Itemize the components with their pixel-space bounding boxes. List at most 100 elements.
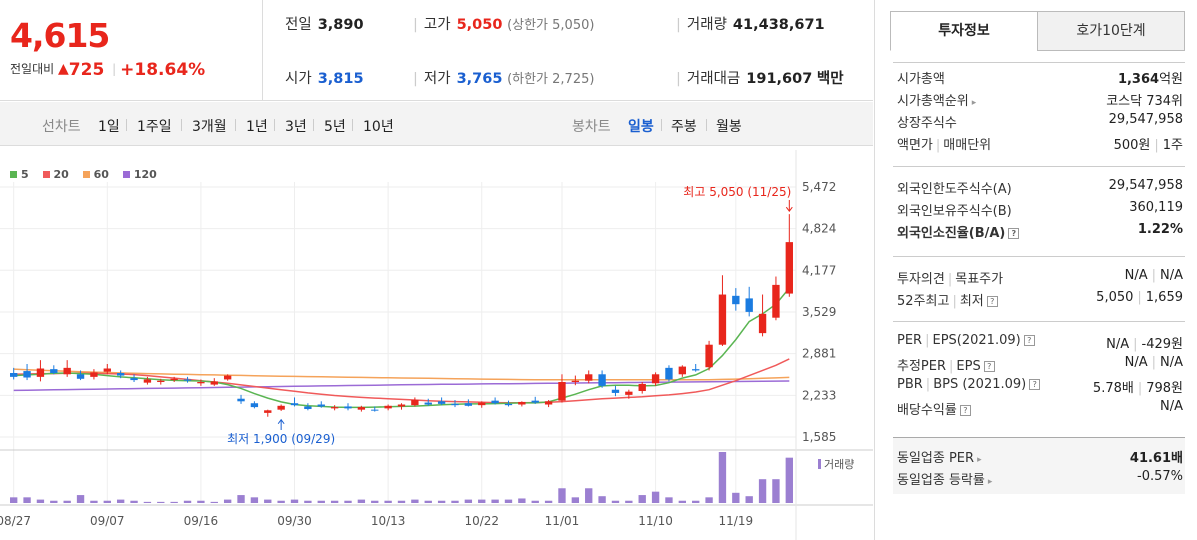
volume-bar — [277, 500, 285, 503]
volume-stat: | 거래량 41,438,671 — [676, 17, 825, 33]
help-icon[interactable]: ? — [983, 361, 995, 372]
candle-body — [758, 313, 767, 334]
candle-body — [23, 371, 31, 378]
turnover-value: 191,607 — [746, 71, 813, 87]
tab-order-book[interactable]: 호가10단계 — [1037, 11, 1185, 51]
candle-daily-button[interactable]: 일봉 — [628, 119, 654, 135]
candle-body — [197, 382, 205, 384]
market-cap-rank-row[interactable]: 시가총액순위 ▸ 코스닥 734위 — [897, 94, 1183, 109]
help-icon[interactable]: ? — [1008, 228, 1020, 239]
candle-body — [10, 373, 18, 377]
candle-body — [772, 284, 780, 318]
candle-body — [330, 407, 339, 409]
volume-bar — [317, 500, 325, 503]
upper-limit-note: (상한가 5,050) — [507, 18, 595, 33]
volume-bar — [10, 497, 18, 503]
min-annotation: 최저 1,900 (09/29) — [227, 432, 335, 446]
up-arrow-icon: ▲ — [58, 61, 69, 77]
candle-body — [531, 400, 539, 403]
market-cap-section: 시가총액 1,364억원 시가총액순위 ▸ 코스닥 734위 상장주식수 29,5… — [893, 62, 1185, 154]
change-value: 725 — [68, 60, 105, 80]
candle-body — [625, 391, 633, 395]
volume-bar — [197, 500, 205, 503]
volume-bar — [772, 479, 780, 503]
volume-bar — [330, 500, 339, 503]
shares-row: 상장주식수 29,547,958 — [897, 112, 1183, 131]
candle-body — [250, 403, 259, 408]
x-tick-label: 11/19 — [719, 514, 754, 528]
prev-close-label: 전일 — [285, 17, 312, 33]
dividend-row: 배당수익률? N/A — [897, 399, 1183, 418]
open-stat: 시가 3,815 — [285, 67, 364, 88]
period-3y-button[interactable]: 3년 — [285, 119, 307, 135]
help-icon[interactable]: ? — [959, 405, 971, 416]
volume-bar — [411, 499, 419, 503]
y-tick-label: 1,585 — [802, 430, 836, 444]
volume-bar — [518, 498, 526, 503]
volume-label: 거래량 — [686, 17, 727, 33]
candle-body — [237, 398, 245, 402]
tab-invest-info[interactable]: 투자정보 — [890, 11, 1038, 51]
sector-per-row[interactable]: 동일업종 PER ▸ 41.61배 — [897, 451, 1183, 466]
candle-body — [130, 378, 138, 381]
change-row: 전일대비 ▲725 | +18.64% — [10, 60, 205, 80]
high-value: 5,050 — [456, 17, 503, 33]
candle-body — [170, 378, 178, 381]
valuation-section: PER | EPS(2021.09)? N/A | -429원 추정PER | EPS? N… — [893, 321, 1185, 419]
max-arrowhead-icon — [785, 206, 793, 212]
volume-bar — [36, 499, 45, 503]
candle-body — [411, 400, 419, 406]
turnover-label: 거래대금 — [686, 71, 741, 87]
volume-bar — [504, 499, 513, 503]
candle-monthly-button[interactable]: 월봉 — [716, 119, 742, 135]
period-5y-button[interactable]: 5년 — [324, 119, 346, 135]
volume-bar — [290, 499, 299, 503]
turnover-unit: 백만 — [816, 71, 844, 87]
foreign-hold-row: 외국인보유주식수(B) 360,119 — [897, 200, 1183, 219]
period-10y-button[interactable]: 10년 — [363, 119, 394, 135]
par-unit-row: 액면가 | 매매단위 500원 | 1주 — [897, 138, 1183, 153]
ma5-line — [13, 287, 790, 409]
prev-close-stat: 전일 3,890 — [285, 13, 364, 34]
volume-bar — [478, 499, 486, 503]
x-tick-label: 11/01 — [545, 514, 580, 528]
y-tick-label: 2,881 — [802, 347, 836, 361]
x-tick-label: 10/13 — [371, 514, 406, 528]
period-1y-button[interactable]: 1년 — [246, 119, 268, 135]
volume-bar — [745, 496, 753, 503]
turnover-stat: | 거래대금 191,607 백만 — [676, 71, 844, 87]
sector-change-row[interactable]: 동일업종 등락률 ▸ -0.57% — [897, 469, 1183, 488]
candle-weekly-button[interactable]: 주봉 — [671, 119, 697, 135]
ma120-line — [13, 380, 790, 392]
help-icon[interactable]: ? — [1029, 379, 1041, 390]
candle-body — [371, 409, 379, 411]
candle-body — [491, 400, 499, 404]
volume-bar — [304, 500, 312, 503]
candle-body — [90, 372, 98, 377]
candle-body — [651, 374, 660, 384]
current-price: 4,615 — [10, 16, 110, 55]
candle-chart-label: 봉차트 — [572, 119, 611, 135]
help-icon[interactable]: ? — [1023, 335, 1035, 346]
x-tick-label: 09/30 — [277, 514, 312, 528]
candle-body — [63, 367, 71, 375]
candle-body — [504, 403, 513, 406]
legend-ma120: 120 — [122, 168, 157, 181]
candle-body — [223, 375, 232, 380]
y-tick-label: 3,529 — [802, 305, 836, 319]
candle-body — [665, 367, 673, 380]
period-1w-button[interactable]: 1주일 — [137, 119, 172, 135]
candle-body — [638, 383, 646, 392]
open-value: 3,815 — [317, 71, 364, 87]
lower-limit-note: (하한가 2,725) — [507, 72, 595, 87]
volume-bar — [692, 500, 700, 503]
y-tick-label: 4,824 — [802, 222, 836, 236]
period-3m-button[interactable]: 3개월 — [192, 119, 227, 135]
legend-ma60: 60 — [82, 168, 109, 181]
candle-body — [183, 379, 192, 381]
period-1d-button[interactable]: 1일 — [98, 119, 120, 135]
x-tick-label: 08/27 — [0, 514, 31, 528]
help-icon[interactable]: ? — [986, 296, 998, 307]
volume-bar — [50, 500, 58, 503]
market-cap-row: 시가총액 1,364억원 — [897, 72, 1183, 87]
